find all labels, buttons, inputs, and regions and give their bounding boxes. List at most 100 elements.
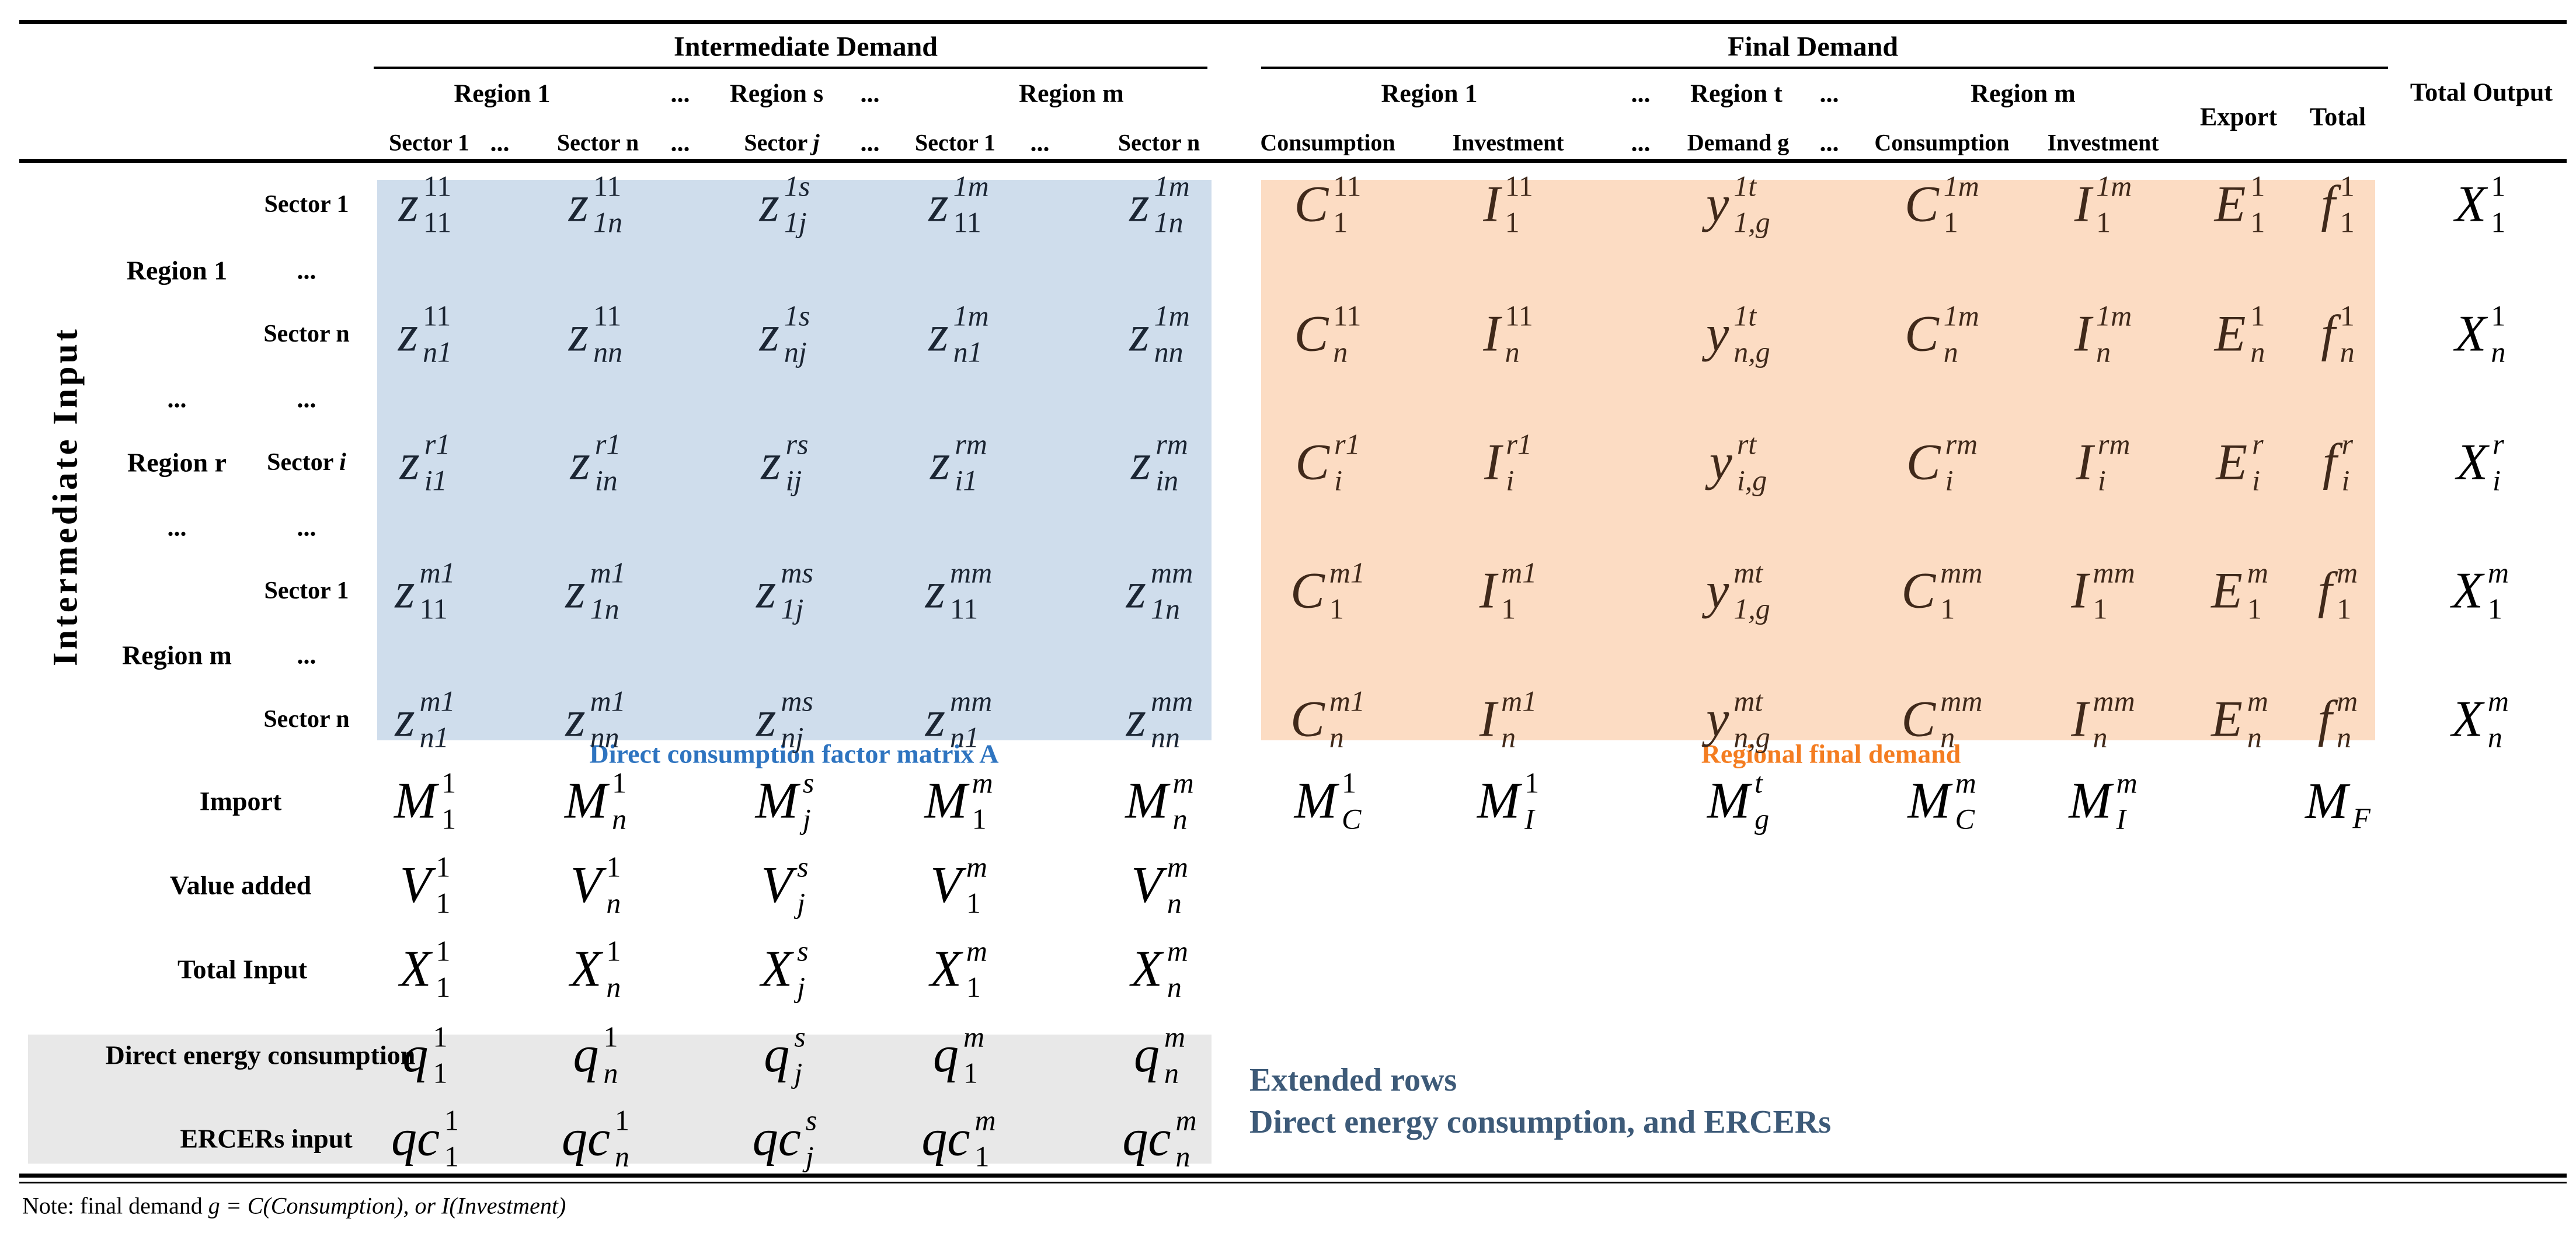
math-cell: I 11 n bbox=[1483, 299, 1533, 368]
math-cell: y mt n,g bbox=[1706, 684, 1770, 753]
ellipsis: ... bbox=[1819, 128, 1839, 157]
row-region-r: Region r bbox=[127, 447, 227, 478]
math-cell: z mm 1n bbox=[1126, 556, 1193, 625]
math-cell: z 1s 1j bbox=[759, 169, 810, 238]
math-cell: z r1 in bbox=[570, 427, 621, 496]
ellipsis: ... bbox=[1819, 79, 1839, 108]
total-output-header: Total Output bbox=[2410, 78, 2553, 107]
math-cell: I 11 1 bbox=[1483, 169, 1533, 238]
header-investment-m: Investment bbox=[2047, 129, 2159, 156]
math-cell: qc 1 1 bbox=[391, 1103, 459, 1172]
extended-rows-caption-line2: Direct energy consumption, and ERCERs bbox=[1249, 1104, 1832, 1140]
header-rule bbox=[19, 159, 2567, 163]
footnote-math: g = C(Consumption), or I(Investment) bbox=[208, 1192, 566, 1219]
row-sector-i: Sector i bbox=[267, 448, 346, 476]
ellipsis: ... bbox=[1631, 128, 1651, 157]
sector-j-prefix: Sector bbox=[744, 129, 813, 156]
sector-j-var: j bbox=[813, 129, 820, 156]
header-investment-1: Investment bbox=[1452, 129, 1564, 156]
math-cell: I 1m 1 bbox=[2074, 169, 2132, 238]
math-cell: y 1t n,g bbox=[1706, 299, 1770, 368]
header-demand-g: Demand g bbox=[1687, 129, 1790, 156]
ellipsis: ... bbox=[297, 256, 316, 285]
math-cell: z 11 n1 bbox=[398, 299, 452, 368]
row-total-input: Total Input bbox=[177, 954, 308, 984]
math-cell: z rs ij bbox=[761, 427, 809, 496]
header-region-1-fin: Region 1 bbox=[1381, 79, 1478, 108]
math-cell: y rt i,g bbox=[1709, 427, 1767, 496]
matrix-a-caption: Direct consumption factor matrix A bbox=[589, 739, 999, 769]
ellipsis: ... bbox=[297, 640, 316, 670]
header-consumption-m: Consumption bbox=[1874, 129, 2010, 156]
math-cell: z 1m n1 bbox=[928, 299, 989, 368]
ellipsis: ... bbox=[297, 513, 316, 542]
row-sector-1-rm: Sector 1 bbox=[264, 577, 349, 604]
intermediate-subrule bbox=[374, 67, 1207, 69]
regional-final-demand-caption: Regional final demand bbox=[1701, 739, 1961, 769]
ellipsis: ... bbox=[167, 513, 187, 542]
intermediate-input-axis-label: Intermediate Input bbox=[46, 326, 85, 666]
ellipsis: ... bbox=[860, 128, 880, 157]
ellipsis: ... bbox=[1030, 128, 1050, 157]
final-demand-block bbox=[1261, 180, 2375, 740]
header-region-m-fin: Region m bbox=[1971, 79, 2076, 108]
header-region-t: Region t bbox=[1690, 79, 1783, 108]
math-cell: z ms 1j bbox=[756, 556, 813, 625]
header-sector-nb: Sector n bbox=[1118, 129, 1200, 156]
intermediate-matrix-block bbox=[377, 180, 1212, 740]
export-header: Export bbox=[2200, 102, 2277, 131]
footnote: Note: final demand g = C(Consumption), o… bbox=[22, 1192, 566, 1220]
row-value-added: Value added bbox=[169, 870, 312, 900]
row-region-1: Region 1 bbox=[126, 255, 228, 286]
math-cell: C 1m 1 bbox=[1905, 169, 1979, 238]
math-cell: z 11 nn bbox=[568, 299, 623, 368]
row-import: Import bbox=[199, 786, 282, 816]
math-cell: z 11 1n bbox=[568, 169, 623, 238]
math-cell: qc s j bbox=[752, 1103, 817, 1172]
math-cell: C 1m n bbox=[1905, 299, 1979, 368]
math-cell: z 1m nn bbox=[1129, 299, 1190, 368]
math-cell: z ms nj bbox=[756, 684, 813, 753]
row-sector-n-r1: Sector n bbox=[263, 321, 350, 347]
extended-rows-block bbox=[28, 1035, 1212, 1164]
header-region-s: Region s bbox=[729, 79, 824, 108]
footnote-prefix: Note: final demand bbox=[22, 1192, 208, 1219]
header-sector-1b: Sector 1 bbox=[914, 129, 996, 156]
ellipsis: ... bbox=[297, 384, 316, 413]
row-ercers-input: ERCERs input bbox=[180, 1123, 353, 1154]
math-cell: z 1s nj bbox=[759, 299, 810, 368]
extended-rows-caption-line1: Extended rows bbox=[1249, 1062, 1457, 1098]
final-subrule bbox=[1261, 67, 2388, 69]
sector-i-var: i bbox=[339, 449, 346, 476]
total-header: Total bbox=[2309, 102, 2366, 131]
